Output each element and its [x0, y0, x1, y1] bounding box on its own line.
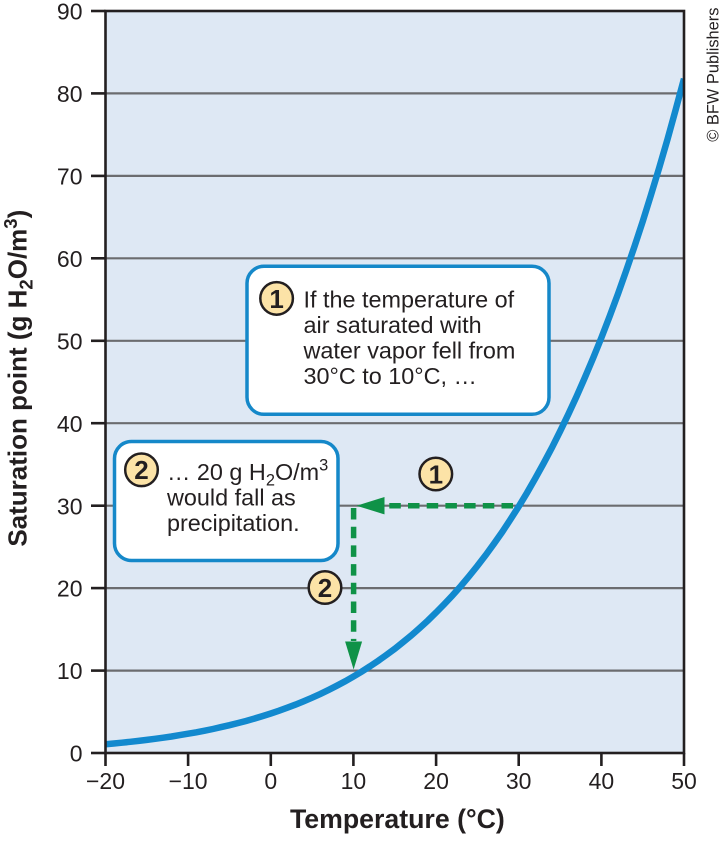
svg-text:2: 2 — [318, 573, 332, 603]
svg-text:… 20 g H2O/m3 would fall as pr: … 20 g H2O/m3 would fall as precipitatio… — [166, 450, 335, 537]
svg-text:2: 2 — [134, 455, 148, 485]
svg-text:70: 70 — [57, 164, 83, 190]
svg-text:50: 50 — [671, 768, 697, 794]
svg-text:1: 1 — [429, 459, 443, 489]
svg-text:20: 20 — [423, 768, 449, 794]
svg-text:50: 50 — [57, 328, 83, 354]
svg-text:Saturation point (g H2O/m3): Saturation point (g H2O/m3) — [0, 210, 37, 547]
svg-text:0: 0 — [70, 741, 83, 767]
svg-text:60: 60 — [57, 246, 83, 272]
svg-text:80: 80 — [57, 81, 83, 107]
svg-text:20: 20 — [57, 576, 83, 602]
svg-text:90: 90 — [57, 0, 83, 25]
svg-text:© BFW Publishers: © BFW Publishers — [705, 8, 723, 142]
svg-text:30: 30 — [57, 493, 83, 519]
svg-text:40: 40 — [57, 411, 83, 437]
svg-text:10: 10 — [341, 768, 367, 794]
svg-text:10: 10 — [57, 658, 83, 684]
svg-text:−10: −10 — [169, 768, 208, 794]
svg-text:−20: −20 — [86, 768, 125, 794]
svg-text:If the temperature of air satu: If the temperature of air saturated with… — [303, 287, 522, 390]
svg-text:Temperature (°C): Temperature (°C) — [290, 804, 505, 834]
svg-text:30: 30 — [506, 768, 532, 794]
svg-text:1: 1 — [269, 284, 283, 314]
svg-text:0: 0 — [264, 768, 277, 794]
svg-text:40: 40 — [589, 768, 615, 794]
